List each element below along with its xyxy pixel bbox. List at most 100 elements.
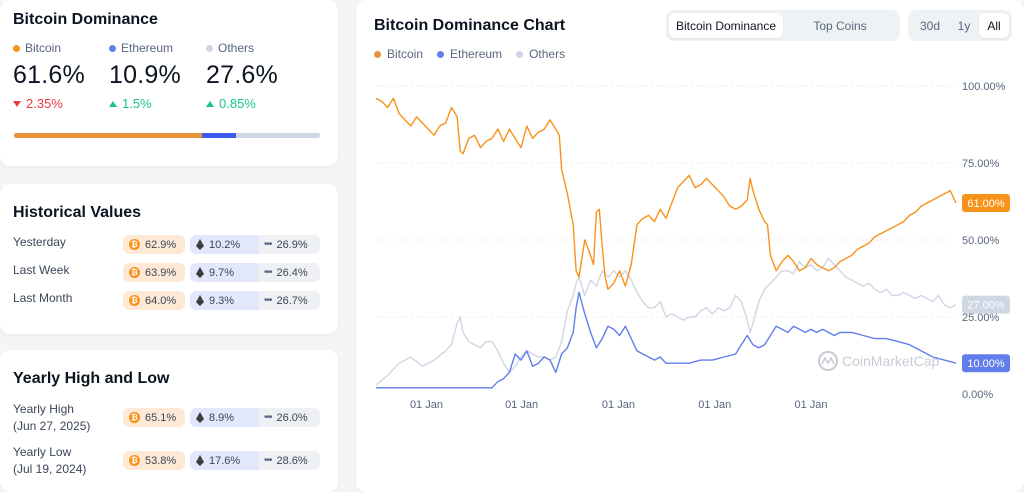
eth-value: 9.3%: [209, 294, 235, 307]
x-tick-label: 01 Jan: [410, 399, 443, 411]
caret-up-icon: [109, 100, 117, 107]
y-tick-label: 75.00%: [962, 158, 1000, 170]
series-line-others[interactable]: [375, 257, 957, 386]
time-range-selector: 30d 1y All: [908, 10, 1012, 41]
historical-row-last-month: Last Month ₿ 64.0% 9.3% ••• 26.7%: [13, 291, 325, 319]
eth-value: 10.2%: [209, 238, 241, 251]
share-bar-others: [235, 133, 320, 138]
historical-title: Historical Values: [13, 204, 142, 221]
y-tick-label: 100.00%: [962, 81, 1006, 93]
more-dots-icon: •••: [264, 412, 272, 423]
tab-top-coins[interactable]: Top Coins: [813, 18, 867, 33]
legend-label: Bitcoin: [387, 47, 424, 61]
eth-pill: 17.6%: [190, 451, 264, 470]
chart-title: Bitcoin Dominance Chart: [374, 17, 566, 34]
share-bar-bitcoin: [14, 133, 203, 138]
tag-background: [962, 194, 1010, 213]
chart-grid: [376, 85, 956, 318]
more-dots-icon: •••: [264, 267, 272, 278]
dominance-line-chart[interactable]: CoinMarketCap 0.00% 25.00% 50.00% 75.00% 100…: [356, 0, 1024, 492]
ethereum-dot-icon: [109, 44, 116, 52]
caret-up-icon: [206, 100, 214, 107]
btc-value: 64.0%: [145, 294, 177, 307]
chart-type-tabs: Bitcoin Dominance Top Coins: [666, 10, 900, 41]
legend-item-others[interactable]: Others: [516, 47, 565, 61]
watermark-text: CoinMarketCap: [842, 353, 939, 369]
legend-label: Ethereum: [450, 47, 503, 61]
eth-value: 9.7%: [209, 266, 235, 279]
yearly-high-low-card: Yearly High and Low Yearly High (Jun 27,…: [0, 350, 338, 492]
dominance-bitcoin: Bitcoin 61.6% 2.35%: [13, 41, 109, 111]
coinmarketcap-logo-mark: [821, 356, 835, 365]
row-label: Yearly High (Jun 27, 2025): [13, 401, 90, 435]
tag-label: 61.00%: [967, 198, 1005, 210]
tab-bitcoin-dominance[interactable]: Bitcoin Dominance: [669, 13, 783, 38]
tag-background: [962, 354, 1010, 373]
btc-value: 62.9%: [145, 238, 177, 251]
btc-value: 65.1%: [145, 411, 177, 424]
historical-row-last-week: Last Week ₿ 63.9% 9.7% ••• 26.4%: [13, 263, 325, 291]
others-pill: ••• 28.6%: [258, 451, 320, 470]
dominance-others: Others 27.6% 0.85%: [206, 41, 302, 111]
coinmarketcap-watermark: CoinMarketCap: [818, 351, 939, 371]
btc-pill: ₿ 64.0%: [123, 291, 185, 310]
ethereum-icon: [196, 412, 204, 423]
others-value: 26.4%: [276, 266, 308, 279]
bitcoin-icon: ₿: [129, 295, 140, 306]
legend-item-ethereum[interactable]: Ethereum: [437, 47, 502, 61]
current-tag-bitcoin: 61.00%: [962, 194, 1010, 213]
ethereum-dot-icon: [437, 50, 445, 58]
yearly-row-low: Yearly Low (Jul 19, 2024) ₿ 53.8% 17.6% •…: [13, 444, 325, 487]
others-pill: ••• 26.4%: [258, 263, 320, 282]
dominance-bitcoin-value: 61.6%: [13, 61, 85, 89]
dominance-others-value: 27.6%: [206, 61, 278, 89]
row-label: Last Month: [13, 291, 73, 305]
x-axis: 01 Jan 01 Jan 01 Jan 01 Jan 01 Jan: [410, 399, 828, 411]
legend-label: Others: [529, 47, 566, 61]
dominance-bitcoin-label: Bitcoin: [25, 41, 62, 55]
eth-pill: 9.7%: [190, 263, 264, 282]
others-value: 28.6%: [276, 454, 308, 467]
tag-label: 10.00%: [967, 358, 1005, 370]
legend-item-bitcoin[interactable]: Bitcoin: [374, 47, 423, 61]
y-tick-label: 0.00%: [962, 389, 993, 401]
yearly-title: Yearly High and Low: [13, 370, 170, 387]
dominance-ethereum-change: 1.5%: [122, 96, 152, 111]
y-tick-label: 25.00%: [962, 312, 1000, 324]
others-pill: ••• 26.7%: [258, 291, 320, 310]
series-line-ethereum[interactable]: [376, 291, 957, 389]
dominance-ethereum: Ethereum 10.9% 1.5%: [109, 41, 206, 111]
range-30d-button[interactable]: 30d: [919, 18, 941, 33]
y-tick-label: 50.00%: [962, 235, 1000, 247]
yearly-high-label: Yearly High: [13, 402, 74, 416]
btc-value: 63.9%: [145, 266, 177, 279]
series-line-bitcoin[interactable]: [375, 97, 957, 290]
others-value: 26.7%: [276, 294, 308, 307]
row-label: Last Week: [13, 263, 70, 277]
others-pill: ••• 26.9%: [258, 235, 320, 254]
historical-row-yesterday: Yesterday ₿ 62.9% 10.2% ••• 26.9%: [13, 235, 325, 263]
others-dot-icon: [516, 50, 524, 58]
range-all-button[interactable]: All: [979, 13, 1009, 38]
others-dot-icon: [206, 44, 213, 52]
yearly-low-date: (Jul 19, 2024): [13, 462, 87, 476]
bitcoin-dot-icon: [374, 50, 381, 58]
x-tick-label: 01 Jan: [602, 399, 635, 411]
caret-down-icon: [13, 100, 21, 107]
eth-pill: 8.9%: [190, 408, 264, 427]
tag-label: 27.00%: [967, 300, 1005, 312]
range-1y-button[interactable]: 1y: [957, 18, 971, 33]
chart-series: [375, 97, 957, 389]
y-axis: 0.00% 25.00% 50.00% 75.00% 100.00%: [962, 81, 1006, 401]
yearly-low-label: Yearly Low: [13, 445, 72, 459]
bitcoin-icon: ₿: [129, 239, 140, 250]
x-tick-label: 01 Jan: [698, 399, 731, 411]
x-tick-label: 01 Jan: [794, 399, 827, 411]
dominance-ethereum-value: 10.9%: [109, 61, 181, 89]
eth-value: 8.9%: [209, 411, 235, 424]
ethereum-icon: [196, 267, 204, 278]
ethereum-icon: [196, 239, 204, 250]
dominance-bitcoin-change: 2.35%: [26, 96, 63, 111]
eth-pill: 9.3%: [190, 291, 264, 310]
btc-pill: ₿ 65.1%: [123, 408, 185, 427]
